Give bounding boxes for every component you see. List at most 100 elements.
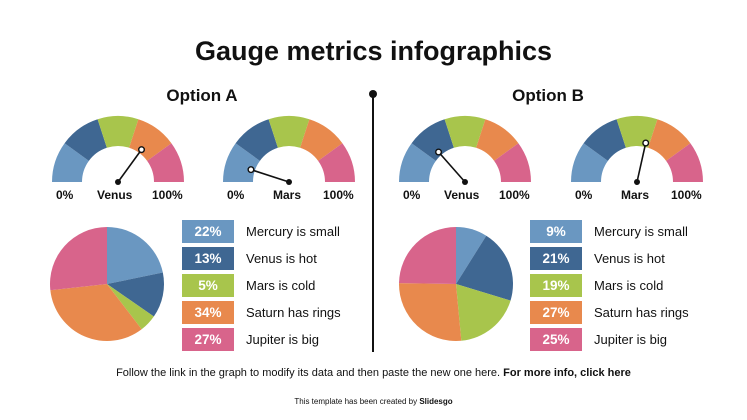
legend-b-label: Mars is cold bbox=[594, 278, 664, 293]
legend-b-pct: 19% bbox=[530, 274, 582, 297]
legend-b-label: Venus is hot bbox=[594, 251, 665, 266]
gauge-b-venus-label: Venus bbox=[444, 188, 480, 202]
gauge-needle bbox=[636, 142, 647, 183]
legend-a-row: 22% Mercury is small bbox=[182, 220, 372, 243]
option-a-title: Option A bbox=[166, 86, 238, 105]
page-title: Gauge metrics infographics bbox=[194, 36, 553, 66]
pie-slice bbox=[107, 272, 164, 317]
legend-a: 22% Mercury is small 13% Venus is hot 5%… bbox=[182, 220, 372, 355]
legend-b-pct: 9% bbox=[530, 220, 582, 243]
pie-a bbox=[47, 224, 167, 344]
gauge-segment bbox=[444, 116, 486, 148]
legend-b: 9% Mercury is small 21% Venus is hot 19%… bbox=[530, 220, 720, 355]
gauge-needle-hub bbox=[115, 179, 121, 185]
gauge-a-mars-label: Mars bbox=[273, 188, 302, 202]
legend-b-pct: 21% bbox=[530, 247, 582, 270]
gauge-b-mars-max-label: 100% bbox=[671, 188, 702, 202]
gauge-needle-tip bbox=[435, 148, 443, 156]
legend-a-label: Saturn has rings bbox=[246, 305, 341, 320]
more-info-link[interactable]: For more info, click here bbox=[503, 367, 631, 379]
gauge-segment bbox=[399, 143, 436, 182]
gauge-svg bbox=[571, 116, 703, 185]
gauge-a-venus bbox=[52, 112, 202, 202]
gauge-segment bbox=[235, 119, 278, 161]
legend-a-row: 27% Jupiter is big bbox=[182, 328, 372, 351]
legend-a-pct: 27% bbox=[182, 328, 234, 351]
footer-text: Follow the link in the graph to modify i… bbox=[116, 367, 504, 379]
gauge-svg bbox=[223, 116, 355, 185]
pie-slice bbox=[107, 284, 154, 330]
legend-a-label: Venus is hot bbox=[246, 251, 317, 266]
legend-a-row: 13% Venus is hot bbox=[182, 247, 372, 270]
legend-a-pct: 5% bbox=[182, 274, 234, 297]
legend-a-label: Jupiter is big bbox=[246, 332, 319, 347]
legend-a-pct: 13% bbox=[182, 247, 234, 270]
gauge-b-venus bbox=[399, 112, 549, 202]
gauge-needle-hub bbox=[634, 179, 640, 185]
gauge-segment bbox=[147, 143, 184, 182]
pie-slice bbox=[456, 284, 511, 341]
gauge-segment bbox=[97, 116, 139, 148]
legend-a-row: 5% Mars is cold bbox=[182, 274, 372, 297]
legend-b-row: 27% Saturn has rings bbox=[530, 301, 720, 324]
gauge-needle bbox=[250, 168, 290, 183]
pie-slice bbox=[399, 283, 462, 341]
gauge-a-mars-max-label: 100% bbox=[323, 188, 354, 202]
gauge-svg bbox=[52, 116, 184, 185]
legend-b-label: Saturn has rings bbox=[594, 305, 689, 320]
gauge-needle bbox=[437, 151, 466, 183]
gauge-b-mars-label: Mars bbox=[621, 188, 650, 202]
gauge-needle-hub bbox=[462, 179, 468, 185]
divider-line bbox=[372, 94, 374, 352]
legend-a-row: 34% Saturn has rings bbox=[182, 301, 372, 324]
pie-svg bbox=[399, 227, 513, 341]
credit-line: This template has been created by Slides… bbox=[0, 397, 747, 406]
gauge-segment bbox=[411, 119, 454, 161]
gauge-b-venus-min-label: 0% bbox=[403, 188, 421, 202]
gauge-a-venus-label: Venus bbox=[97, 188, 133, 202]
gauge-a-mars bbox=[223, 112, 373, 202]
legend-b-pct: 27% bbox=[530, 301, 582, 324]
pie-svg bbox=[50, 227, 164, 341]
legend-b-row: 9% Mercury is small bbox=[530, 220, 720, 243]
pie-b bbox=[396, 224, 516, 344]
gauge-a-venus-max-label: 100% bbox=[152, 188, 183, 202]
legend-b-row: 21% Venus is hot bbox=[530, 247, 720, 270]
gauge-segment bbox=[494, 143, 531, 182]
gauge-segment bbox=[476, 119, 519, 161]
option-b-title: Option B bbox=[512, 86, 584, 105]
gauge-b-mars-min-label: 0% bbox=[575, 188, 593, 202]
pie-slice bbox=[50, 227, 107, 291]
pie-slice bbox=[107, 227, 163, 284]
legend-b-label: Jupiter is big bbox=[594, 332, 667, 347]
pie-slice bbox=[50, 284, 142, 341]
legend-b-label: Mercury is small bbox=[594, 224, 688, 239]
gauge-segment bbox=[300, 119, 343, 161]
gauge-segment bbox=[64, 119, 107, 161]
gauge-needle-tip bbox=[247, 166, 255, 174]
gauge-segment bbox=[583, 119, 626, 161]
gauge-b-mars bbox=[571, 112, 721, 202]
legend-a-label: Mars is cold bbox=[246, 278, 316, 293]
legend-b-row: 25% Jupiter is big bbox=[530, 328, 720, 351]
gauge-needle-tip bbox=[138, 146, 146, 154]
gauge-a-venus-min-label: 0% bbox=[56, 188, 74, 202]
pie-slice bbox=[456, 227, 487, 284]
gauge-b-venus-max-label: 100% bbox=[499, 188, 530, 202]
gauge-needle bbox=[117, 149, 143, 183]
gauge-needle-hub bbox=[286, 179, 292, 185]
gauge-svg bbox=[399, 116, 531, 185]
legend-a-pct: 22% bbox=[182, 220, 234, 243]
gauge-needle-tip bbox=[642, 139, 650, 147]
gauge-segment bbox=[52, 143, 89, 182]
gauge-segment bbox=[666, 143, 703, 182]
credit-brand[interactable]: Slidesgo bbox=[419, 397, 453, 406]
legend-b-row: 19% Mars is cold bbox=[530, 274, 720, 297]
legend-a-label: Mercury is small bbox=[246, 224, 340, 239]
gauge-a-mars-min-label: 0% bbox=[227, 188, 245, 202]
credit-text: This template has been created by bbox=[294, 397, 420, 406]
pie-slice bbox=[399, 227, 456, 284]
gauge-segment bbox=[571, 143, 608, 182]
pie-slice bbox=[456, 235, 513, 301]
gauge-segment bbox=[648, 119, 691, 161]
